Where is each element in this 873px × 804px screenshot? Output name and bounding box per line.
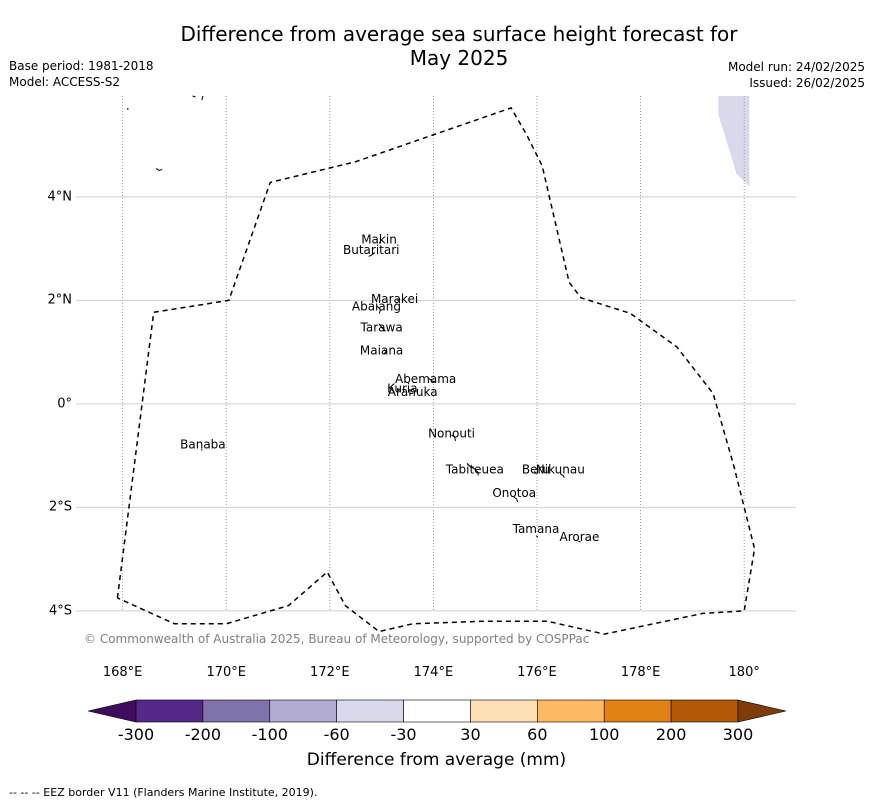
base-period: Base period: 1981-2018 <box>9 59 154 73</box>
place-label: Tabiteuea <box>445 463 504 477</box>
place-label: Tamana <box>512 522 560 536</box>
place-label: Abaiang <box>352 300 401 314</box>
colorbar-tick-label: 100 <box>588 725 620 744</box>
colorbar-tick-label: -300 <box>117 725 155 744</box>
longitude-tick-label: 170°E <box>206 665 246 680</box>
island-outline <box>466 463 479 476</box>
latitude-tick-label: 4°N <box>47 189 73 205</box>
colorbar-tick-label: 30 <box>460 725 481 744</box>
place-label: Beru <box>522 463 550 477</box>
place-label: Nikunau <box>536 463 585 477</box>
longitude-tick-label: 174°E <box>413 665 454 680</box>
place-label: Banaba <box>180 437 226 451</box>
latitude-tick-label: 2°S <box>48 499 72 515</box>
latitude-tick-label: 2°N <box>47 292 73 308</box>
island-outline <box>378 238 382 244</box>
place-label: Aranuka <box>388 385 438 399</box>
colorbar-tick-label: -100 <box>251 725 288 744</box>
island-outline <box>513 496 519 503</box>
place-label: Kuria <box>387 381 418 395</box>
issue-info: Model run: 24/02/2025 Issued: 26/02/2025 <box>728 59 865 91</box>
island-outline <box>368 252 376 257</box>
place-label: Abemama <box>395 372 456 386</box>
colorbar-bin <box>336 699 404 723</box>
colorbar-tick-label: -200 <box>184 725 222 744</box>
place-label: Onotoa <box>492 486 536 500</box>
place-label: Tarawa <box>360 320 403 334</box>
colorbar-bin <box>135 699 204 723</box>
eez-footnote: -- -- -- EEZ border V11 (Flanders Marine… <box>9 786 318 799</box>
copyright-credit: © Commonwealth of Australia 2025, Bureau… <box>84 632 590 646</box>
place-label: Butaritari <box>343 243 400 257</box>
model-run-date: Model run: 24/02/2025 <box>727 60 865 74</box>
colorbar-tick-label: -30 <box>390 725 417 744</box>
issued-date: Issued: 26/02/2025 <box>749 76 865 90</box>
island-outline <box>201 95 204 101</box>
colorbar-tick-label: 300 <box>722 725 754 744</box>
island-outline <box>156 168 163 171</box>
colorbar-bin <box>670 699 739 723</box>
island-outline <box>560 473 565 478</box>
place-label: Arorae <box>560 530 600 544</box>
shaded-anomaly-region <box>718 96 750 187</box>
place-label: Maiana <box>360 344 403 358</box>
island-outline <box>578 540 581 543</box>
model-info: Base period: 1981-2018 Model: ACCESS-S2 <box>9 58 154 90</box>
island-outline <box>383 349 387 354</box>
island-outline <box>396 298 401 301</box>
colorbar-lower-extend <box>87 699 137 723</box>
island-outline <box>378 323 387 332</box>
island-outline <box>192 95 196 98</box>
colorbar-title: Difference from average (mm) <box>306 750 567 770</box>
colorbar-bin <box>470 699 538 723</box>
island-outline <box>427 377 436 383</box>
colorbar-tick-label: 60 <box>527 725 548 744</box>
longitude-tick-label: 180° <box>728 665 760 680</box>
island-outline <box>200 449 203 451</box>
colorbar-tick-label: 200 <box>655 725 687 744</box>
colorbar-bin <box>537 699 605 723</box>
place-label: Nonouti <box>428 427 475 441</box>
island-outline <box>376 305 381 314</box>
island-outline <box>535 535 539 538</box>
longitude-tick-label: 172°E <box>310 665 350 680</box>
island-outline <box>451 434 457 442</box>
colorbar-bin <box>403 699 471 723</box>
latitude-tick-label: 4°S <box>48 603 72 619</box>
model-name: Model: ACCESS-S2 <box>9 75 121 89</box>
colorbar-upper-extend <box>737 699 787 723</box>
place-label: Marakei <box>371 292 418 306</box>
colorbar-bin <box>269 699 337 723</box>
island-outline <box>396 387 400 390</box>
colorbar-tick-label: -60 <box>323 725 350 744</box>
longitude-tick-label: 176°E <box>517 665 557 680</box>
colorbar-bin <box>603 699 672 723</box>
map-title: Difference from average sea surface heig… <box>180 22 738 70</box>
place-label: Makin <box>361 232 397 246</box>
island-outline <box>534 470 537 475</box>
longitude-tick-label: 168°E <box>102 665 143 680</box>
colorbar-bin <box>202 699 271 723</box>
eez-border <box>116 106 756 635</box>
latitude-tick-label: 0° <box>57 396 72 412</box>
longitude-tick-label: 178°E <box>620 665 661 680</box>
